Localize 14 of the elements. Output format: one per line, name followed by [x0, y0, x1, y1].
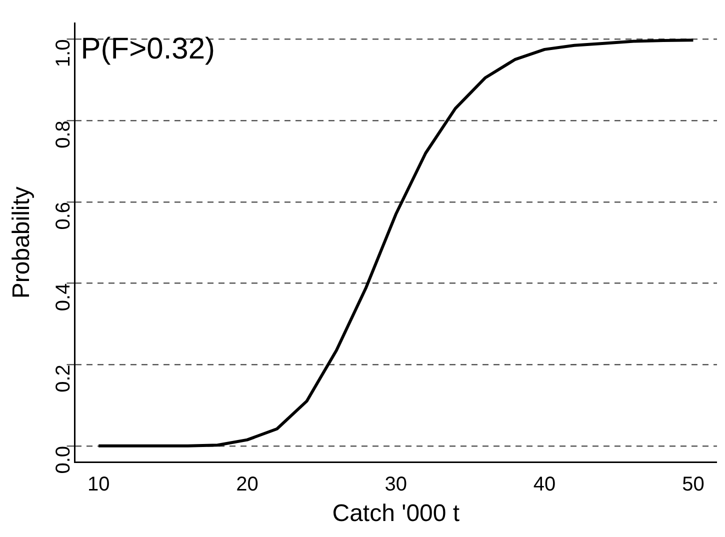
y-tick-label: 0.4 — [52, 283, 74, 312]
y-tick-label: 0.6 — [52, 202, 74, 230]
y-tick-label: 1.0 — [52, 39, 74, 68]
y-axis-title: Probability — [8, 186, 36, 299]
x-tick-label: 40 — [533, 474, 556, 496]
y-tick-label: 0.8 — [52, 120, 74, 148]
annotation: P(F>0.32) — [80, 32, 216, 66]
x-axis-title: Catch '000 t — [332, 500, 460, 528]
y-tick-label: 0.0 — [52, 446, 74, 474]
x-tick-label: 20 — [236, 474, 258, 496]
x-tick-label: 10 — [87, 474, 110, 496]
x-tick-label: 50 — [682, 474, 704, 496]
y-tick-label: 0.2 — [52, 364, 74, 392]
x-tick-label: 30 — [384, 474, 408, 496]
